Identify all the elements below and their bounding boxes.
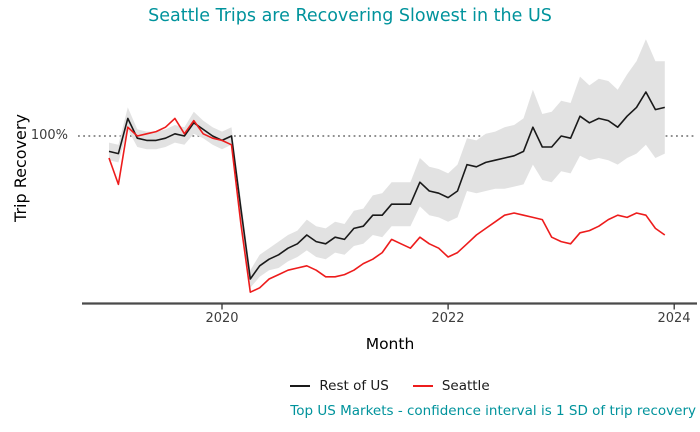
- seattle-line-swatch: [412, 385, 433, 387]
- line-seattle: [108, 117, 666, 294]
- legend: Rest of US Seattle: [80, 378, 700, 394]
- rest-of-us-line-swatch: [290, 385, 311, 387]
- legend-label: Rest of US: [319, 378, 389, 394]
- legend-item-rest-of-us: Rest of US: [290, 378, 389, 394]
- confidence-band: [109, 39, 665, 288]
- chart-title: Seattle Trips are Recovering Slowest in …: [148, 6, 552, 26]
- y-axis-title: Trip Recovery: [11, 114, 30, 222]
- x-axis-title: Month: [365, 335, 415, 353]
- y-tick-100pct: 100%: [30, 128, 68, 143]
- legend-item-seattle: Seattle: [412, 378, 490, 394]
- x-tick-2022: 2022: [431, 311, 465, 326]
- x-tick-2020: 2020: [205, 311, 239, 326]
- line-rest-of-us: [108, 91, 665, 280]
- legend-label: Seattle: [441, 378, 490, 394]
- caption: Top US Markets - confidence interval is …: [290, 403, 696, 419]
- x-tick-2024: 2024: [657, 311, 691, 326]
